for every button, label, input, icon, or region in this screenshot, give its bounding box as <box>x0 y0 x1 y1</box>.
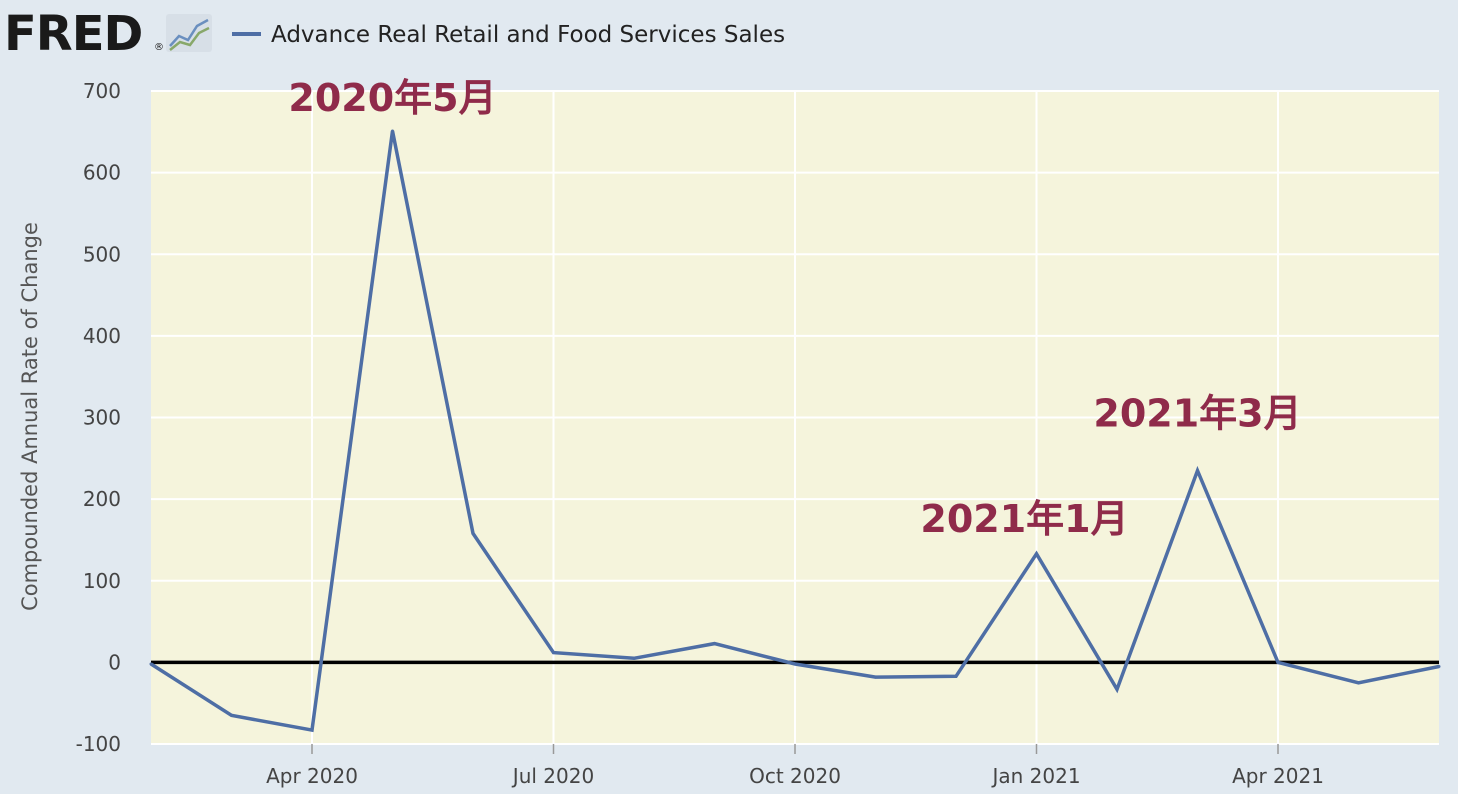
data-point[interactable] <box>391 129 394 133</box>
y-tick-label: 300 <box>83 406 121 430</box>
y-tick-label: 100 <box>83 569 121 593</box>
y-tick-label: 0 <box>108 650 121 674</box>
annotation-label: 2021年1月 <box>920 497 1128 541</box>
x-tick-label: Apr 2021 <box>1232 764 1324 788</box>
fred-line-chart-icon <box>166 14 212 52</box>
data-point[interactable] <box>793 662 797 666</box>
x-tick-label: Apr 2020 <box>266 764 358 788</box>
data-point[interactable] <box>1437 664 1441 668</box>
y-tick-label: 200 <box>83 487 121 511</box>
fred-logo[interactable]: FRED <box>4 6 143 62</box>
series-layer <box>149 129 1441 733</box>
data-point[interactable] <box>230 713 233 717</box>
annotations: 2020年5月 2021年1月 2021年3月 <box>288 76 1301 541</box>
data-point[interactable] <box>713 642 716 646</box>
y-axis-ticks: 700 600 500 400 300 200 100 0 -100 <box>76 79 121 756</box>
data-point[interactable] <box>149 662 153 666</box>
y-tick-label: 600 <box>83 161 121 185</box>
x-tick-label: Jan 2021 <box>990 764 1080 788</box>
y-tick-label: 400 <box>83 324 121 348</box>
legend-label[interactable]: Advance Real Retail and Food Services Sa… <box>271 22 785 48</box>
y-tick-label: 700 <box>83 79 121 103</box>
annotation-label: 2020年5月 <box>288 76 496 120</box>
y-axis-title: Compounded Annual Rate of Change <box>18 222 42 611</box>
chart-header: FRED ® Advance Real Retail and Food Serv… <box>4 6 785 62</box>
data-point[interactable] <box>1357 681 1360 685</box>
annotation-label: 2021年3月 <box>1093 392 1301 436</box>
data-point[interactable] <box>310 728 314 732</box>
data-point[interactable] <box>1196 469 1199 473</box>
x-axis-ticks: Apr 2020 Jul 2020 Oct 2020 Jan 2021 Apr 2021 <box>266 744 1324 788</box>
data-point[interactable] <box>874 675 877 679</box>
data-point[interactable] <box>1035 552 1038 556</box>
data-point[interactable] <box>954 674 958 678</box>
data-point[interactable] <box>552 651 555 655</box>
data-point[interactable] <box>1276 660 1280 664</box>
data-point[interactable] <box>632 656 636 660</box>
data-point[interactable] <box>1115 687 1119 691</box>
x-tick-label: Oct 2020 <box>749 764 841 788</box>
y-tick-label: -100 <box>76 732 121 756</box>
data-point[interactable] <box>471 531 475 535</box>
x-tick-label: Jul 2020 <box>511 764 594 788</box>
registered-mark: ® <box>154 42 164 53</box>
y-tick-label: 500 <box>83 242 121 266</box>
